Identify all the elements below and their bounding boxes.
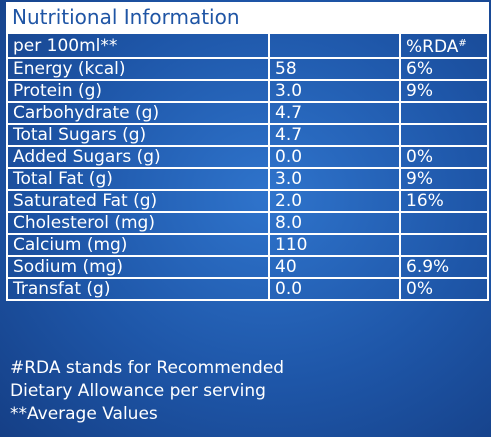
- cell: %RDA#: [399, 32, 489, 59]
- row: Protein (g) 3.0 9%: [6, 79, 489, 103]
- cell: 16%: [399, 189, 489, 213]
- cell: Calcium (mg): [6, 233, 270, 257]
- header-row: per 100ml** %RDA#: [6, 32, 489, 59]
- cell: 0%: [399, 277, 489, 301]
- superscript: #: [458, 38, 467, 49]
- note: Dietary Allowance per serving: [10, 381, 266, 401]
- cell: [268, 32, 401, 59]
- cell: [399, 101, 489, 125]
- cell: Added Sugars (g): [6, 145, 270, 169]
- row: Added Sugars (g) 0.0 0%: [6, 145, 489, 169]
- note: **Average Values: [10, 404, 158, 424]
- row: Carbohydrate (g) 4.7: [6, 101, 489, 125]
- cell: Energy (kcal): [6, 57, 270, 81]
- row: Transfat (g) 0.0 0%: [6, 277, 489, 301]
- row: Energy (kcal) 58 6%: [6, 57, 489, 81]
- cell-text: %RDA: [406, 37, 459, 57]
- row: Cholesterol (mg) 8.0: [6, 211, 489, 235]
- cell: [399, 211, 489, 235]
- row: Total Fat (g) 3.0 9%: [6, 167, 489, 191]
- nutrition-table: per 100ml** %RDA# Energy (kcal) 58 6% Protein…: [6, 32, 489, 301]
- cell: Saturated Fat (g): [6, 189, 270, 213]
- cell: 58: [268, 57, 401, 81]
- cell: [399, 123, 489, 147]
- cell: per 100ml**: [6, 32, 270, 59]
- row: Saturated Fat (g) 2.0 16%: [6, 189, 489, 213]
- note: #RDA stands for Recommended: [10, 358, 285, 378]
- cell: Carbohydrate (g): [6, 101, 270, 125]
- title: Nutritional Information: [6, 2, 489, 32]
- cell: 110: [268, 233, 401, 257]
- row: Total Sugars (g) 4.7: [6, 123, 489, 147]
- cell: 4.7: [268, 123, 401, 147]
- cell: 0.0: [268, 277, 401, 301]
- cell: 8.0: [268, 211, 401, 235]
- cell: Cholesterol (mg): [6, 211, 270, 235]
- cell: 6%: [399, 57, 489, 81]
- cell: 3.0: [268, 79, 401, 103]
- cell: 3.0: [268, 167, 401, 191]
- cell: 2.0: [268, 189, 401, 213]
- cell: Transfat (g): [6, 277, 270, 301]
- row: Calcium (mg) 110: [6, 233, 489, 257]
- cell: 0.0: [268, 145, 401, 169]
- cell: 9%: [399, 167, 489, 191]
- cell: 4.7: [268, 101, 401, 125]
- row: Sodium (mg) 40 6.9%: [6, 255, 489, 279]
- cell: 40: [268, 255, 401, 279]
- cell: 0%: [399, 145, 489, 169]
- cell: Sodium (mg): [6, 255, 270, 279]
- cell: Total Fat (g): [6, 167, 270, 191]
- cell: 6.9%: [399, 255, 489, 279]
- cell: 9%: [399, 79, 489, 103]
- cell: Protein (g): [6, 79, 270, 103]
- cell: [399, 233, 489, 257]
- notes: #RDA stands for Recommended Dietary Allow…: [10, 357, 284, 426]
- cell: Total Sugars (g): [6, 123, 270, 147]
